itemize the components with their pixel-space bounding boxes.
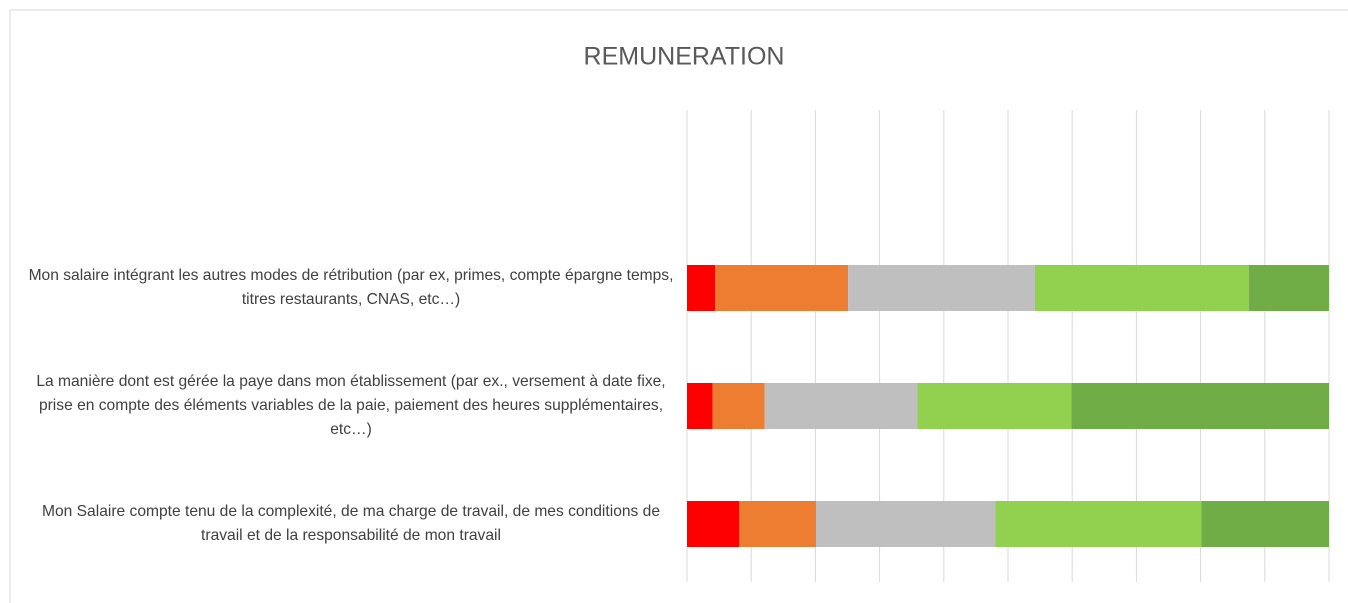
bar-segment bbox=[712, 383, 765, 429]
bar-segment bbox=[687, 265, 716, 311]
chart-title: REMUNERATION bbox=[584, 43, 785, 71]
category-label: La manière dont est gérée la paye dans m… bbox=[36, 373, 666, 438]
bar-segment bbox=[687, 501, 740, 547]
bar-segment bbox=[739, 501, 817, 547]
bar-segment bbox=[764, 383, 918, 429]
category-label: Mon salaire intégrant les autres modes d… bbox=[28, 267, 674, 308]
bar-segment bbox=[995, 501, 1202, 547]
category-label: Mon Salaire compte tenu de la complexité… bbox=[41, 503, 661, 544]
bar-segment bbox=[1034, 265, 1249, 311]
bar-segment bbox=[1201, 501, 1329, 547]
bar-segment bbox=[687, 383, 713, 429]
chart-border bbox=[9, 9, 1348, 603]
bar-segment bbox=[917, 383, 1072, 429]
bar-segment bbox=[848, 265, 1035, 311]
bar-segment bbox=[816, 501, 996, 547]
bar-segment bbox=[1071, 383, 1329, 429]
bar-segment bbox=[715, 265, 849, 311]
bar-segment bbox=[1248, 265, 1329, 311]
